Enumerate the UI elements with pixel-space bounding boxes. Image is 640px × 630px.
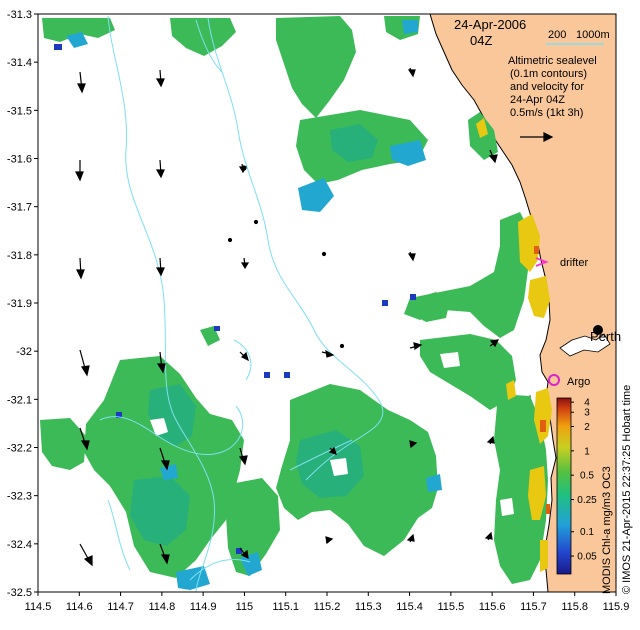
y-tick-label: -32	[16, 346, 32, 358]
x-tick-label: 115.5	[437, 601, 464, 613]
x-tick-label: 115.4	[396, 601, 423, 613]
x-axis-ticks: 114.5 114.6 114.7 114.8 114.9 115 115.1 115.2 11…	[25, 592, 630, 613]
swan-river	[559, 333, 611, 357]
x-tick-label: 114.9	[190, 601, 217, 613]
sealevel-contours	[99, 15, 384, 592]
colorbar-tick-label: 0.05	[577, 552, 597, 563]
y-tick-label: -31.4	[7, 57, 32, 69]
colorbar-tick-label: 0.1	[580, 527, 594, 538]
perth-marker	[593, 325, 603, 335]
y-tick-label: -31.6	[7, 154, 32, 166]
x-tick-label: 114.7	[107, 601, 134, 613]
description-line-4: 24-Apr 04Z	[510, 94, 565, 106]
y-tick-label: -31.3	[7, 9, 32, 21]
x-tick-label: 115.2	[314, 601, 341, 613]
y-tick-label: -31.7	[7, 202, 32, 214]
x-tick-label: 114.8	[148, 601, 175, 613]
velocity-legend-arrow	[520, 132, 554, 142]
city-label: Perth	[590, 329, 621, 344]
description-line-2: (0.1m contours)	[510, 68, 587, 80]
drifter-marker	[535, 257, 549, 267]
velocity-scale-label: 0.5m/s (1kt 3h)	[510, 107, 583, 119]
argo-marker	[548, 374, 560, 386]
time-label: 04Z	[470, 33, 492, 48]
y-tick-label: -32.5	[7, 587, 32, 599]
x-tick-label: 115.9	[603, 601, 630, 613]
y-tick-label: -32.2	[7, 443, 32, 455]
credit-text: © IMOS 21-Apr-2015 22:37:25 Hobart time	[621, 385, 633, 594]
colorbar-tick-label: 4	[584, 398, 590, 409]
colorbar-ticks: 43 2 1 0.5 0.25 0.1 0.05	[571, 398, 597, 563]
scale-label: 200	[548, 29, 566, 41]
chlorophyll-field	[40, 16, 552, 590]
y-tick-label: -32.1	[7, 394, 32, 406]
argo-label: Argo	[567, 376, 590, 388]
colorbar-tick-label: 0.25	[577, 495, 597, 506]
x-tick-label: 114.5	[25, 601, 52, 613]
x-tick-label: 115.6	[479, 601, 506, 613]
scale-unit: 1000m	[576, 29, 610, 41]
y-axis-ticks: -31.3 -31.4 -31.5 -31.6 -31.7 -31.8 -31.9 -32 -3…	[7, 9, 38, 599]
colorbar-tick-label: 1	[584, 446, 590, 457]
drifter-label: drifter	[560, 257, 588, 269]
x-tick-label: 115.8	[561, 601, 588, 613]
x-tick-label: 114.6	[66, 601, 93, 613]
colorbar	[556, 397, 572, 575]
colorbar-tick-label: 2	[584, 422, 590, 433]
x-tick-label: 115.3	[355, 601, 382, 613]
x-tick-label: 115	[236, 601, 254, 613]
colorbar-tick-label: 0.5	[580, 471, 594, 482]
y-tick-label: -31.9	[7, 298, 32, 310]
y-tick-label: -32.3	[7, 491, 32, 503]
description-line-1: Altimetric sealevel	[508, 55, 597, 67]
description-line-3: and velocity for	[510, 81, 584, 93]
date-label: 24-Apr-2006	[454, 17, 526, 32]
colorbar-tick-label: 3	[584, 408, 590, 419]
x-tick-label: 115.7	[520, 601, 547, 613]
y-tick-label: -32.4	[7, 539, 32, 551]
velocity-arrows	[75, 67, 500, 567]
y-tick-label: -31.8	[7, 250, 32, 262]
y-tick-label: -31.5	[7, 105, 32, 117]
colorbar-title: MODIS Chl-a mg/m3 OC3	[601, 466, 613, 594]
x-tick-label: 115.1	[272, 601, 299, 613]
